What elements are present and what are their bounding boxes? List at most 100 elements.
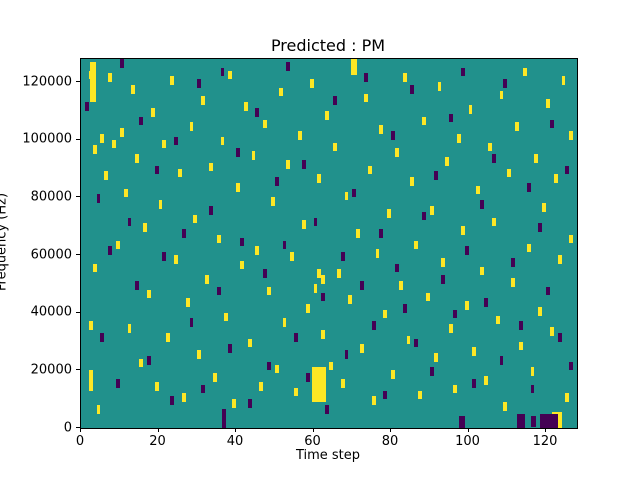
- heatmap-cell: [313, 217, 318, 227]
- heatmap-cell: [88, 370, 93, 379]
- heatmap-cell: [239, 237, 244, 247]
- heatmap-cell: [255, 108, 260, 117]
- heatmap-cell: [224, 312, 229, 322]
- heatmap-cell: [534, 154, 539, 163]
- heatmap-cell: [162, 139, 167, 149]
- heatmap-cell: [530, 367, 535, 377]
- heatmap-cell: [549, 327, 554, 336]
- heatmap-cell: [154, 165, 159, 175]
- heatmap-cell: [433, 171, 438, 181]
- heatmap-cell: [278, 87, 283, 97]
- y-tick-mark: [76, 196, 80, 198]
- heatmap-cell: [348, 295, 353, 305]
- heatmap-cell: [197, 350, 202, 359]
- heatmap-cell: [88, 70, 93, 80]
- heatmap-cell: [468, 105, 473, 114]
- y-tick-mark: [76, 138, 80, 140]
- heatmap-cell: [441, 257, 446, 267]
- heatmap-cell: [565, 165, 570, 175]
- heatmap-cell: [429, 206, 434, 215]
- heatmap-cell: [236, 148, 240, 157]
- heatmap-cell: [127, 324, 132, 333]
- heatmap-cell: [267, 361, 271, 371]
- heatmap-cell: [96, 194, 101, 204]
- chart-title: Predicted : PM: [270, 36, 386, 55]
- x-tick-mark: [312, 428, 314, 432]
- heatmap-cell: [433, 353, 438, 362]
- heatmap-cell: [360, 280, 364, 290]
- heatmap-cell: [170, 396, 174, 405]
- heatmap-cell: [441, 275, 446, 284]
- heatmap-cell: [515, 122, 519, 132]
- heatmap-cell: [135, 280, 140, 290]
- heatmap-cell: [123, 188, 128, 198]
- heatmap-cell: [112, 139, 116, 149]
- y-tick-label: 0: [63, 420, 72, 435]
- heatmap-cell: [371, 396, 376, 405]
- heatmap-cell: [530, 384, 535, 394]
- heatmap-cell: [201, 384, 205, 394]
- heatmap-cell: [127, 217, 132, 227]
- heatmap-cell: [553, 174, 558, 183]
- heatmap-cell: [569, 361, 574, 371]
- heatmap-cell: [162, 252, 167, 261]
- x-axis-label: Time step: [295, 448, 361, 463]
- x-tick-label: 40: [226, 434, 244, 449]
- heatmap-cell: [220, 136, 225, 146]
- heatmap-cell: [456, 133, 461, 143]
- heatmap-cell: [336, 269, 341, 279]
- heatmap-cell: [518, 341, 523, 351]
- heatmap-cell: [410, 84, 415, 94]
- heatmap-cell: [363, 73, 368, 83]
- heatmap-cell: [472, 378, 477, 388]
- heatmap-cell: [212, 373, 217, 382]
- heatmap-cell: [201, 96, 205, 106]
- heatmap-cell: [89, 61, 96, 103]
- y-tick-label: 40000: [30, 304, 72, 320]
- heatmap-cell: [352, 188, 357, 198]
- heatmap-cell: [294, 332, 298, 342]
- heatmap-cell: [460, 226, 465, 235]
- heatmap-cell: [557, 255, 562, 264]
- heatmap-cell: [549, 119, 554, 129]
- heatmap-cell: [154, 381, 159, 391]
- heatmap-cell: [499, 355, 504, 365]
- heatmap-cell: [205, 275, 209, 284]
- heatmap-cell: [251, 151, 256, 160]
- heatmap-cell: [174, 255, 178, 264]
- heatmap-cell: [561, 76, 566, 85]
- heatmap-cell: [321, 275, 326, 284]
- heatmap-cell: [538, 223, 543, 232]
- heatmap-cell: [158, 200, 163, 209]
- heatmap-cell: [410, 177, 415, 186]
- heatmap-cell: [557, 332, 562, 342]
- heatmap-cell: [228, 344, 233, 354]
- heatmap-cell: [270, 197, 275, 207]
- heatmap-cell: [208, 162, 213, 172]
- heatmap-cell: [453, 309, 457, 319]
- heatmap-cell: [243, 102, 248, 111]
- heatmap-cell: [150, 108, 155, 117]
- heatmap-cell: [379, 125, 384, 134]
- heatmap-cell: [507, 168, 512, 178]
- heatmap-cell: [317, 174, 322, 183]
- x-tick-label: 60: [304, 434, 321, 449]
- heatmap-cell: [115, 240, 120, 250]
- heatmap-cell: [294, 387, 298, 397]
- x-tick-mark: [157, 428, 159, 432]
- heatmap-cell: [422, 211, 426, 221]
- heatmap-cell: [321, 292, 326, 302]
- heatmap-cell: [487, 142, 492, 152]
- heatmap-cell: [305, 304, 310, 313]
- heatmap-cell: [298, 131, 302, 140]
- heatmap-cell: [104, 171, 109, 181]
- y-tick-label: 120000: [22, 74, 72, 90]
- heatmap-cell: [394, 148, 399, 157]
- x-tick-label: 80: [381, 434, 399, 449]
- plot-area: [80, 58, 578, 429]
- heatmap-cell: [344, 191, 349, 201]
- heatmap-cell: [325, 110, 329, 120]
- heatmap-cell: [274, 364, 279, 374]
- heatmap-cell: [146, 355, 151, 365]
